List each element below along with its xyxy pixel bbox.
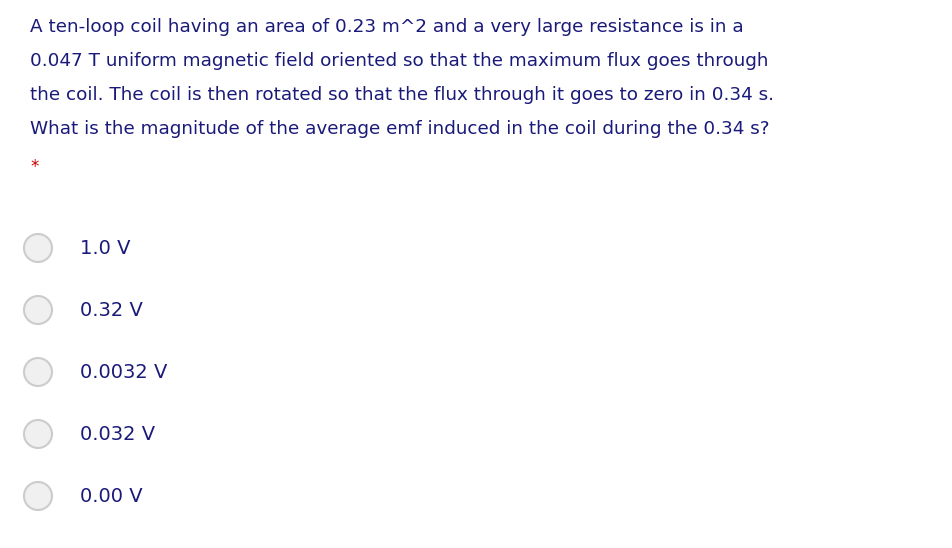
Text: 0.032 V: 0.032 V	[80, 425, 155, 443]
Text: *: *	[30, 158, 38, 176]
Circle shape	[24, 296, 52, 324]
Circle shape	[24, 234, 52, 262]
Circle shape	[24, 358, 52, 386]
Circle shape	[24, 482, 52, 510]
Text: What is the magnitude of the average emf induced in the coil during the 0.34 s?: What is the magnitude of the average emf…	[30, 120, 769, 138]
Text: 1.0 V: 1.0 V	[80, 238, 130, 258]
Text: A ten-loop coil having an area of 0.23 m^2 and a very large resistance is in a: A ten-loop coil having an area of 0.23 m…	[30, 18, 744, 36]
Text: the coil. The coil is then rotated so that the flux through it goes to zero in 0: the coil. The coil is then rotated so th…	[30, 86, 774, 104]
Text: 0.00 V: 0.00 V	[80, 487, 143, 505]
Text: 0.32 V: 0.32 V	[80, 300, 143, 319]
Circle shape	[24, 420, 52, 448]
Text: 0.047 T uniform magnetic field oriented so that the maximum flux goes through: 0.047 T uniform magnetic field oriented …	[30, 52, 768, 70]
Text: 0.0032 V: 0.0032 V	[80, 362, 168, 381]
